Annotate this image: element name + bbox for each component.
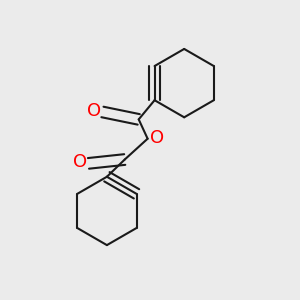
Text: O: O <box>87 102 101 120</box>
Text: O: O <box>73 153 87 171</box>
Text: O: O <box>150 129 164 147</box>
